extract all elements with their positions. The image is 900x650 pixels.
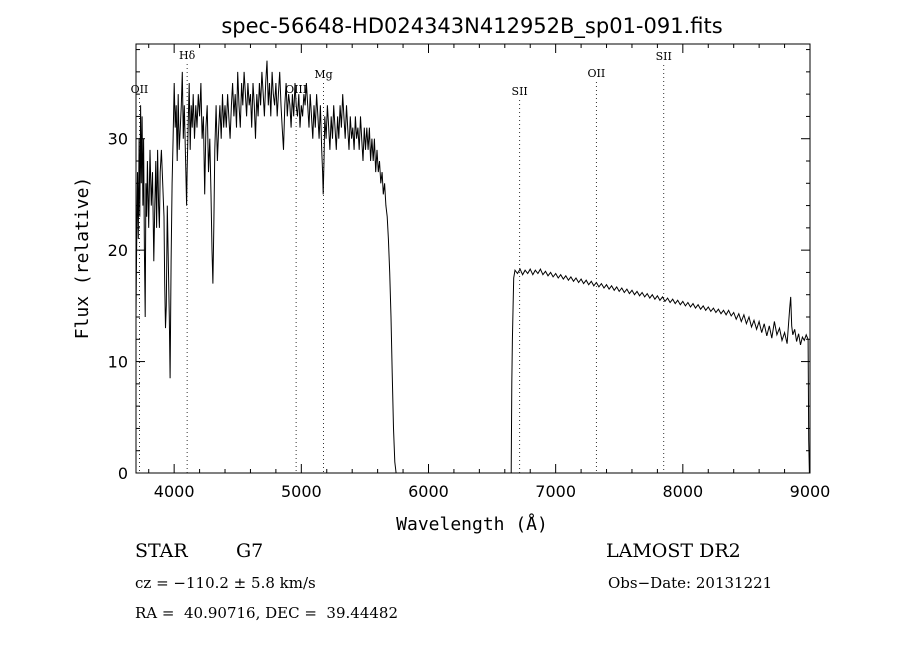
spectral-subclass: G7 xyxy=(236,540,264,562)
marker-label: Hδ xyxy=(179,49,196,62)
y-tick-label: 30 xyxy=(108,130,128,149)
x-tick-label: 7000 xyxy=(535,482,576,501)
y-axis-label: Flux (relative) xyxy=(72,177,93,340)
redshift-readout: cz = −110.2 ± 5.8 km/s xyxy=(135,574,316,592)
marker-label: OIII xyxy=(285,83,307,96)
y-tick-label: 10 xyxy=(108,353,128,372)
emission-line-markers: OII Hδ OIII Mg SII OII SII xyxy=(131,49,672,473)
marker-label: SII xyxy=(512,85,528,98)
coordinates-readout: RA = 40.90716, DEC = 39.44482 xyxy=(135,604,399,622)
x-tick-label: 8000 xyxy=(662,482,703,501)
x-tick-label: 5000 xyxy=(281,482,322,501)
axis-ticks: 4000 5000 6000 7000 8000 9000 0 10 20 30 xyxy=(108,44,831,501)
y-tick-label: 20 xyxy=(108,241,128,260)
x-tick-label: 9000 xyxy=(790,482,831,501)
survey-name: LAMOST DR2 xyxy=(606,540,741,562)
object-type: STAR xyxy=(135,540,188,562)
y-tick-label: 0 xyxy=(118,464,128,483)
marker-label: SII xyxy=(656,50,672,63)
marker-label: OII xyxy=(587,67,605,80)
x-axis-label: Wavelength (Å) xyxy=(396,513,548,535)
x-tick-label: 4000 xyxy=(154,482,195,501)
observation-date: Obs−Date: 20131221 xyxy=(608,574,773,592)
chart-title: spec-56648-HD024343N412952B_sp01-091.fit… xyxy=(221,14,722,39)
marker-label: Mg xyxy=(314,68,332,81)
marker-label: OII xyxy=(131,83,149,96)
x-tick-label: 6000 xyxy=(408,482,449,501)
spectrum-series-line xyxy=(135,60,810,474)
